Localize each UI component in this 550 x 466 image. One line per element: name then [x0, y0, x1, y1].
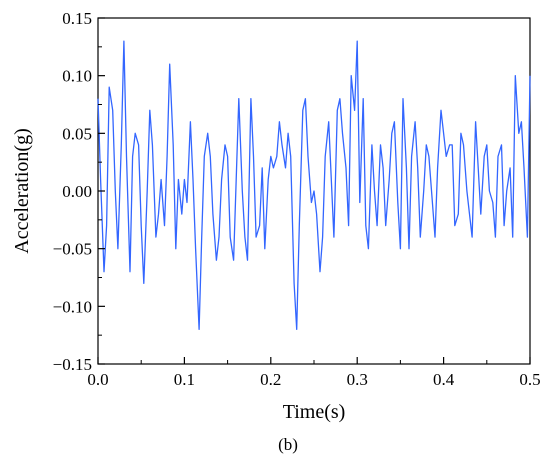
- plot-area: [97, 17, 531, 365]
- x-tick-label: 0.2: [260, 370, 281, 389]
- x-tick-label: 0.3: [347, 370, 368, 389]
- y-tick-label: −0.05: [53, 240, 92, 259]
- y-tick-label: 0.05: [62, 124, 92, 143]
- y-tick-label: −0.15: [53, 355, 92, 374]
- x-tick-label: 0.4: [433, 370, 455, 389]
- y-axis-title: Acceleration(g): [11, 128, 33, 253]
- x-tick-label: 0.1: [174, 370, 195, 389]
- x-axis-title: Time(s): [283, 401, 346, 423]
- panel-label: (b): [278, 435, 298, 454]
- y-tick-label: 0.15: [62, 9, 92, 28]
- series-line-acceleration: [97, 40, 531, 331]
- y-tick-label: 0.10: [62, 67, 92, 86]
- y-axis-ticks: 0.15 0.10 0.05 0.00 −0.05 −0.10 −0.15: [53, 9, 105, 374]
- x-tick-label: 0.5: [519, 370, 540, 389]
- x-axis-ticks: 0.0 0.1 0.2 0.3 0.4 0.5: [87, 357, 541, 389]
- x-tick-label: 0.0: [87, 370, 108, 389]
- y-tick-label: 0.00: [62, 182, 92, 201]
- y-tick-label: −0.10: [53, 297, 92, 316]
